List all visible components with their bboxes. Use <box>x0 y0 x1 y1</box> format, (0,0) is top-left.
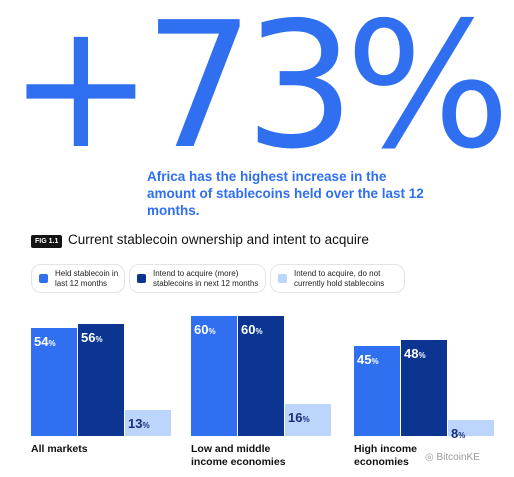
figure-title: Current stablecoin ownership and intent … <box>68 232 369 247</box>
bar-2-3 <box>401 340 447 436</box>
legend-label-intend: Intend to acquire (more) stablecoins in … <box>153 268 259 288</box>
bar-value-label: 54% <box>34 334 56 349</box>
headline-subtitle: Africa has the highest increase in the a… <box>147 169 424 218</box>
bar-value-label: 56% <box>81 330 103 345</box>
category-label: Low and middle income economies <box>191 443 286 468</box>
category-label: High income economies <box>354 443 417 468</box>
legend-label-non-holder: Intend to acquire, do not currently hold… <box>294 268 385 288</box>
bar-3-1 <box>125 410 171 436</box>
bar-2-1 <box>78 324 124 436</box>
legend-item-held: Held stablecoin in last 12 months <box>31 264 125 293</box>
bar-2-2 <box>238 316 284 436</box>
bar-1-2 <box>191 316 237 436</box>
legend-swatch-non-holder <box>278 274 287 283</box>
legend-swatch-intend <box>137 274 146 283</box>
bar-value-label: 8% <box>451 426 465 441</box>
category-label: All markets <box>31 443 88 455</box>
bar-value-label: 60% <box>241 322 263 337</box>
bar-value-label: 16% <box>288 410 310 425</box>
bar-3-3 <box>448 420 494 436</box>
headline-stat: +73% <box>8 0 511 188</box>
legend-item-non-holder: Intend to acquire, do not currently hold… <box>270 264 405 293</box>
bar-value-label: 45% <box>357 352 379 367</box>
figure-tag: FIG 1.1 <box>31 235 63 248</box>
legend-label-held: Held stablecoin in last 12 months <box>55 268 119 288</box>
bar-3-2 <box>285 404 331 436</box>
watermark-label: BitcoinKE <box>436 452 480 463</box>
bar-value-label: 60% <box>194 322 216 337</box>
bar-1-1 <box>31 328 77 436</box>
bar-value-label: 48% <box>404 346 426 361</box>
bar-value-label: 13% <box>128 416 150 431</box>
watermark: ◎ BitcoinKE <box>425 452 480 463</box>
legend-item-intend: Intend to acquire (more) stablecoins in … <box>129 264 266 293</box>
legend-swatch-held <box>39 274 48 283</box>
bar-1-3 <box>354 346 400 436</box>
